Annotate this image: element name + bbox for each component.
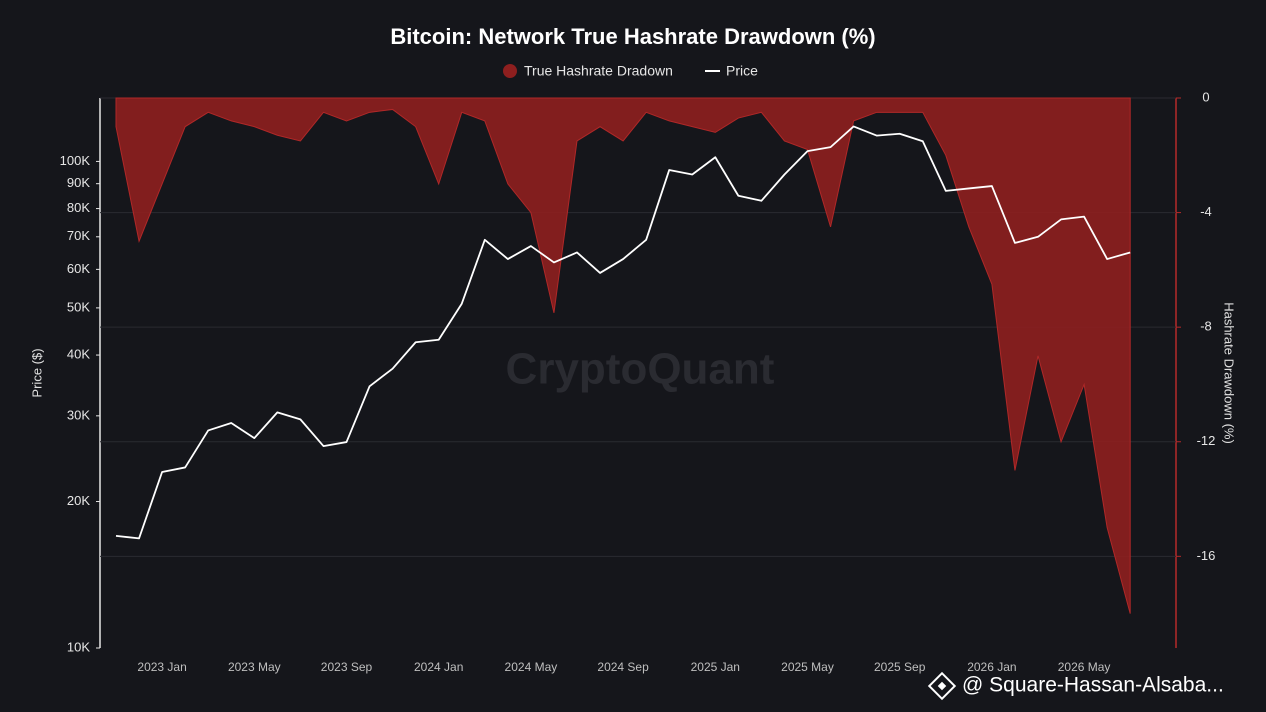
y-tick-label: 60K <box>67 261 90 276</box>
y-tick-label: 80K <box>67 200 90 215</box>
y-tick-label: 90K <box>67 175 90 190</box>
legend-swatch <box>503 64 517 78</box>
drawdown-area <box>115 97 1131 614</box>
x-tick-label: 2023 Jan <box>137 660 186 674</box>
x-tick-label: 2025 Jan <box>691 660 740 674</box>
watermark: CryptoQuant <box>506 345 775 394</box>
x-tick-label: 2025 Sep <box>874 660 926 674</box>
y-tick-label: 30K <box>67 407 90 422</box>
x-tick-label: 2026 May <box>1058 660 1111 674</box>
y-tick-label: 100K <box>60 153 91 168</box>
y-tick-label: 20K <box>67 493 90 508</box>
x-tick-label: 2024 May <box>505 660 558 674</box>
y-tick-label: 40K <box>67 346 90 361</box>
x-tick-label: 2025 May <box>781 660 834 674</box>
y2-axis-title: Hashrate Drawdown (%) <box>1222 302 1237 444</box>
x-tick-label: 2023 Sep <box>321 660 373 674</box>
y2-tick-label: -16 <box>1197 548 1216 563</box>
x-tick-label: 2024 Sep <box>597 660 649 674</box>
y2-tick-label: -8 <box>1200 319 1212 334</box>
price-line <box>115 125 1131 540</box>
x-tick-label: 2023 May <box>228 660 281 674</box>
y2-tick-label: 0 <box>1202 89 1209 104</box>
y2-tick-label: -12 <box>1197 433 1216 448</box>
y-axis-title: Price ($) <box>29 348 44 397</box>
legend-label: True Hashrate Dradown <box>524 63 673 79</box>
footer-credit: @ Square-Hassan-Alsaba... <box>962 674 1224 697</box>
y-tick-label: 10K <box>67 639 90 654</box>
legend-label: Price <box>726 63 758 79</box>
footer-icon <box>927 671 957 701</box>
chart-title: Bitcoin: Network True Hashrate Drawdown … <box>390 24 875 49</box>
y2-tick-label: -4 <box>1200 204 1212 219</box>
y-tick-label: 50K <box>67 299 90 314</box>
x-tick-label: 2026 Jan <box>967 660 1016 674</box>
y-tick-label: 70K <box>67 228 90 243</box>
x-tick-label: 2024 Jan <box>414 660 463 674</box>
